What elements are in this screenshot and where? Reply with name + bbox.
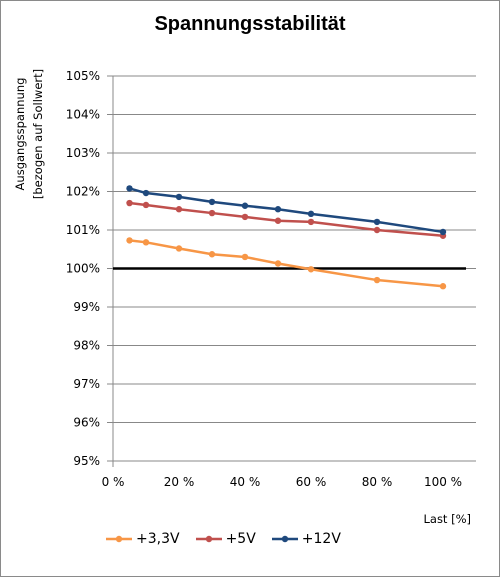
legend: +3,3V +5V +12V xyxy=(106,528,357,550)
data-point xyxy=(126,199,133,207)
data-point xyxy=(373,276,381,284)
y-tick-label: 101% xyxy=(66,223,100,237)
legend-item: +3,3V xyxy=(106,531,180,547)
data-point xyxy=(175,193,183,201)
series-12V xyxy=(126,185,447,236)
data-point xyxy=(274,260,282,267)
y-tick-label: 103% xyxy=(66,146,100,160)
data-point xyxy=(175,245,183,252)
y-axis-label-line2: [bezogen auf Sollwert] xyxy=(31,69,45,199)
data-point xyxy=(274,206,282,213)
data-point xyxy=(307,218,315,226)
y-tick-label: 95% xyxy=(73,454,100,468)
data-point xyxy=(373,218,381,226)
x-tick-label: 60 % xyxy=(296,475,327,489)
data-point xyxy=(241,202,249,209)
chart-title: Spannungsstabilität xyxy=(154,13,346,35)
legend-swatch xyxy=(106,535,132,543)
legend-label: +12V xyxy=(301,531,341,547)
legend-label: +5V xyxy=(225,531,256,547)
data-point xyxy=(208,209,216,217)
y-tick-label: 99% xyxy=(73,300,100,314)
data-point xyxy=(307,210,315,218)
data-point xyxy=(274,217,282,224)
x-axis-label: Last [%] xyxy=(423,512,471,526)
x-tick-label: 80 % xyxy=(362,475,393,489)
x-tick-label: 100 % xyxy=(424,475,462,489)
x-tick-labels: 0 % 20 % 40 % 60 % 80 % 100 % xyxy=(102,475,462,489)
y-tick-label: 98% xyxy=(73,339,100,353)
data-point xyxy=(142,201,150,209)
legend-item: +12V xyxy=(271,531,341,547)
y-tick-label: 100% xyxy=(66,262,100,276)
data-point xyxy=(241,253,249,261)
legend-swatch xyxy=(271,535,298,543)
data-point xyxy=(142,239,150,246)
x-tick-label: 20 % xyxy=(164,475,195,489)
y-axis-label-line1: Ausgangsspannung xyxy=(13,78,27,191)
axes xyxy=(112,76,476,467)
legend-swatch xyxy=(195,535,222,543)
series xyxy=(126,185,447,290)
y-tick-label: 102% xyxy=(66,185,100,199)
series-5V xyxy=(126,199,447,239)
data-point xyxy=(373,226,381,234)
y-tick-labels: 95% 96% 97% 98% 99% 100% 101% 102% 103% 104% 105% xyxy=(66,69,100,468)
y-tick-label: 97% xyxy=(73,377,100,391)
series-33V xyxy=(126,237,447,290)
data-point xyxy=(126,185,133,192)
data-point xyxy=(126,237,133,244)
data-point xyxy=(439,283,447,290)
x-tick-label: 40 % xyxy=(230,475,261,489)
data-point xyxy=(175,206,183,213)
data-point xyxy=(208,198,216,206)
data-point xyxy=(439,228,447,236)
y-tick-label: 96% xyxy=(73,416,100,430)
y-tick-label: 104% xyxy=(66,108,100,122)
y-tick-label: 105% xyxy=(66,69,100,83)
legend-item: +5V xyxy=(195,531,256,547)
x-tick-label: 0 % xyxy=(102,475,125,489)
data-point xyxy=(307,266,315,273)
data-point xyxy=(142,189,150,197)
data-point xyxy=(208,251,216,258)
data-point xyxy=(241,213,249,221)
legend-label: +3,3V xyxy=(136,531,180,547)
